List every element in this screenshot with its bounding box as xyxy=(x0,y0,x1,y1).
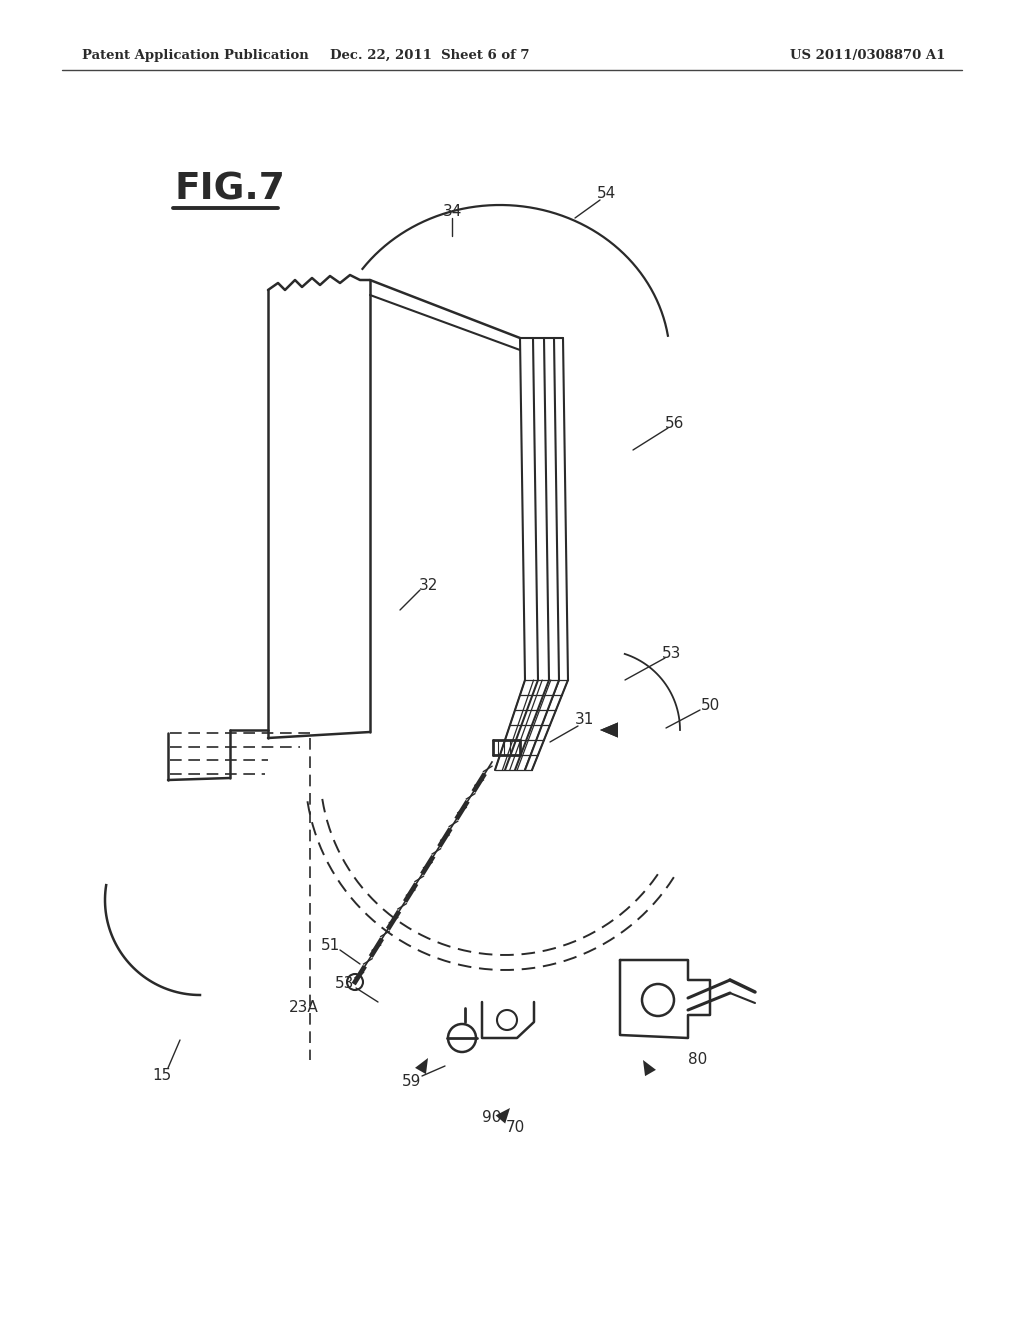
Text: 15: 15 xyxy=(153,1068,172,1084)
Polygon shape xyxy=(643,1060,656,1076)
Text: 59: 59 xyxy=(402,1074,422,1089)
Polygon shape xyxy=(600,722,618,738)
Text: 90: 90 xyxy=(482,1110,502,1126)
Text: 70: 70 xyxy=(506,1121,524,1135)
Text: 54: 54 xyxy=(597,186,616,201)
Text: 80: 80 xyxy=(688,1052,708,1068)
Text: US 2011/0308870 A1: US 2011/0308870 A1 xyxy=(790,49,945,62)
Text: 31: 31 xyxy=(575,713,595,727)
Text: 23A: 23A xyxy=(289,1001,318,1015)
Text: 51: 51 xyxy=(321,937,340,953)
Text: Patent Application Publication: Patent Application Publication xyxy=(82,49,309,62)
Text: FIG.7: FIG.7 xyxy=(175,172,286,209)
Polygon shape xyxy=(496,1107,510,1123)
Text: 32: 32 xyxy=(419,578,437,593)
Text: 50: 50 xyxy=(700,697,720,713)
Text: 34: 34 xyxy=(442,205,462,219)
Polygon shape xyxy=(415,1059,428,1074)
Polygon shape xyxy=(600,722,618,738)
Text: 53: 53 xyxy=(663,645,682,660)
Text: Dec. 22, 2011  Sheet 6 of 7: Dec. 22, 2011 Sheet 6 of 7 xyxy=(331,49,529,62)
Text: 56: 56 xyxy=(666,416,685,430)
Text: 53: 53 xyxy=(335,975,354,990)
